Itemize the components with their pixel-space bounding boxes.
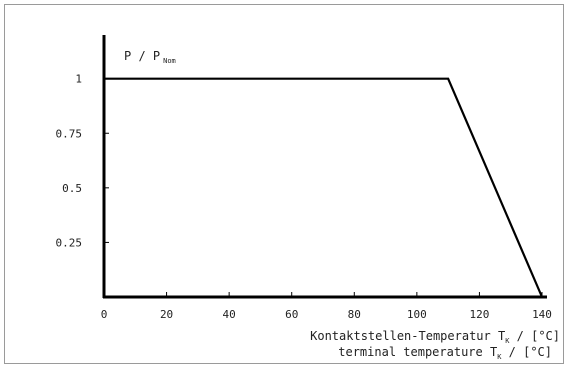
x-axis-label-line-1: Kontaktstellen-Temperatur TK / [°C] (310, 329, 560, 345)
x-tick-label: 80 (348, 308, 361, 321)
x-tick-label: 40 (223, 308, 236, 321)
y-tick-label: 0.75 (56, 127, 83, 140)
y-tick-label: 0.5 (62, 182, 82, 195)
y-tick-label: 1 (75, 73, 82, 86)
y-tick-label: 0.25 (56, 236, 83, 249)
x-tick-label: 0 (101, 308, 108, 321)
x-tick-label: 140 (532, 308, 552, 321)
x-tick-label: 20 (160, 308, 173, 321)
x-tick-label: 120 (469, 308, 489, 321)
series-line (104, 77, 544, 298)
chart-axes (102, 35, 547, 299)
x-tick-label: 100 (407, 308, 427, 321)
x-axis-label-line-2: terminal temperature TK / [°C] (338, 345, 552, 361)
chart-ticks: 0 20 40 60 80 100 120 140 0.25 0.5 0.75 1 (56, 73, 552, 321)
y-axis-label: P / P Nom (124, 49, 176, 65)
chart-series (103, 77, 544, 298)
x-tick-label: 60 (285, 308, 298, 321)
chart-frame (4, 4, 564, 364)
